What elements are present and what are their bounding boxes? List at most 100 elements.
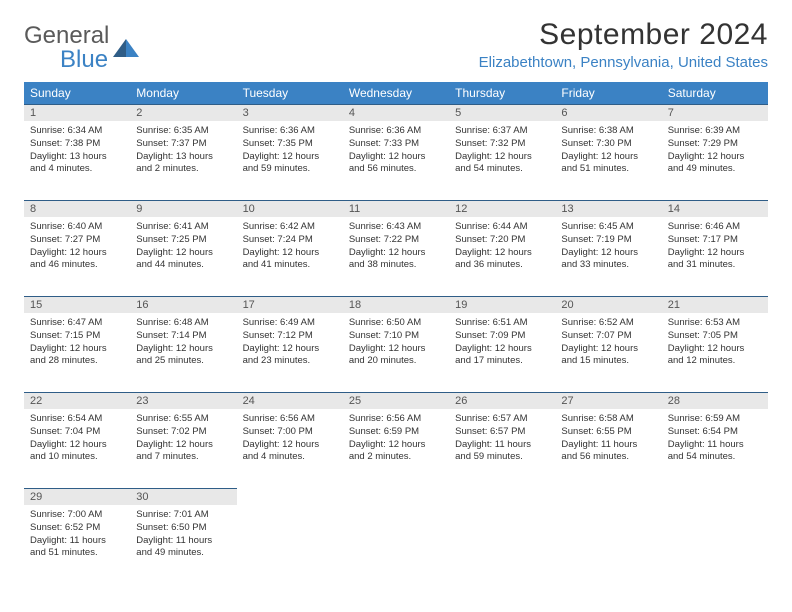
daylight-text: Daylight: 11 hours xyxy=(668,439,762,452)
month-title: September 2024 xyxy=(479,18,768,52)
sunset-text: Sunset: 7:22 PM xyxy=(349,234,443,247)
daylight-text: Daylight: 12 hours xyxy=(349,343,443,356)
daylight-text: Daylight: 12 hours xyxy=(243,343,337,356)
daylight-text: Daylight: 12 hours xyxy=(136,439,230,452)
daylight-text: and 44 minutes. xyxy=(136,259,230,272)
day-cell: Sunrise: 6:51 AMSunset: 7:09 PMDaylight:… xyxy=(449,314,555,392)
day-cell: Sunrise: 6:57 AMSunset: 6:57 PMDaylight:… xyxy=(449,410,555,488)
daylight-text: and 56 minutes. xyxy=(561,451,655,464)
sunset-text: Sunset: 7:07 PM xyxy=(561,330,655,343)
daylight-text: and 20 minutes. xyxy=(349,355,443,368)
sunset-text: Sunset: 6:59 PM xyxy=(349,426,443,439)
day-number: 21 xyxy=(662,297,768,313)
sunrise-text: Sunrise: 6:56 AM xyxy=(349,413,443,426)
daylight-text: Daylight: 11 hours xyxy=(136,535,230,548)
daylight-text: and 49 minutes. xyxy=(136,547,230,560)
daylight-text: and 15 minutes. xyxy=(561,355,655,368)
day-number: 11 xyxy=(343,201,449,217)
sunrise-text: Sunrise: 6:42 AM xyxy=(243,221,337,234)
sunrise-text: Sunrise: 6:55 AM xyxy=(136,413,230,426)
day-cell: Sunrise: 6:35 AMSunset: 7:37 PMDaylight:… xyxy=(130,122,236,200)
header: General Blue September 2024 Elizabethtow… xyxy=(24,18,768,72)
day-number: 22 xyxy=(24,393,130,409)
daylight-text: and 59 minutes. xyxy=(243,163,337,176)
day-number xyxy=(555,488,661,505)
day-number: 15 xyxy=(24,297,130,313)
day-number: 28 xyxy=(662,393,768,409)
day-number xyxy=(449,488,555,505)
day-cell: Sunrise: 6:47 AMSunset: 7:15 PMDaylight:… xyxy=(24,314,130,392)
day-number: 18 xyxy=(343,297,449,313)
daylight-text: and 4 minutes. xyxy=(243,451,337,464)
sunset-text: Sunset: 7:05 PM xyxy=(668,330,762,343)
location: Elizabethtown, Pennsylvania, United Stat… xyxy=(479,54,768,71)
day-cell: Sunrise: 6:34 AMSunset: 7:38 PMDaylight:… xyxy=(24,122,130,200)
day-cell xyxy=(237,506,343,584)
sunrise-text: Sunrise: 6:45 AM xyxy=(561,221,655,234)
daylight-text: Daylight: 12 hours xyxy=(668,247,762,260)
sunrise-text: Sunrise: 6:39 AM xyxy=(668,125,762,138)
sunrise-text: Sunrise: 6:35 AM xyxy=(136,125,230,138)
day-header: Monday xyxy=(130,82,236,104)
sunset-text: Sunset: 7:30 PM xyxy=(561,138,655,151)
day-number: 25 xyxy=(343,393,449,409)
logo: General Blue xyxy=(24,24,139,72)
daylight-text: and 49 minutes. xyxy=(668,163,762,176)
day-cell: Sunrise: 6:56 AMSunset: 7:00 PMDaylight:… xyxy=(237,410,343,488)
daylight-text: Daylight: 12 hours xyxy=(668,343,762,356)
day-number: 30 xyxy=(130,488,236,505)
day-number xyxy=(343,488,449,505)
sunset-text: Sunset: 6:55 PM xyxy=(561,426,655,439)
sunset-text: Sunset: 7:00 PM xyxy=(243,426,337,439)
daylight-text: and 17 minutes. xyxy=(455,355,549,368)
day-cell: Sunrise: 6:54 AMSunset: 7:04 PMDaylight:… xyxy=(24,410,130,488)
day-number: 16 xyxy=(130,297,236,313)
sunrise-text: Sunrise: 6:36 AM xyxy=(349,125,443,138)
daynum-row: 1234567 xyxy=(24,104,768,122)
day-header: Tuesday xyxy=(237,82,343,104)
day-cell: Sunrise: 6:53 AMSunset: 7:05 PMDaylight:… xyxy=(662,314,768,392)
sunset-text: Sunset: 7:17 PM xyxy=(668,234,762,247)
day-headers-row: SundayMondayTuesdayWednesdayThursdayFrid… xyxy=(24,82,768,104)
sunset-text: Sunset: 7:09 PM xyxy=(455,330,549,343)
day-number: 27 xyxy=(555,393,661,409)
daynum-row: 2930 xyxy=(24,488,768,506)
daylight-text: and 46 minutes. xyxy=(30,259,124,272)
day-cell xyxy=(343,506,449,584)
sunrise-text: Sunrise: 6:37 AM xyxy=(455,125,549,138)
sunrise-text: Sunrise: 6:56 AM xyxy=(243,413,337,426)
daylight-text: Daylight: 12 hours xyxy=(136,343,230,356)
daylight-text: and 33 minutes. xyxy=(561,259,655,272)
daylight-text: Daylight: 12 hours xyxy=(30,247,124,260)
daylight-text: and 2 minutes. xyxy=(136,163,230,176)
daylight-text: and 31 minutes. xyxy=(668,259,762,272)
week-row: Sunrise: 7:00 AMSunset: 6:52 PMDaylight:… xyxy=(24,506,768,584)
daylight-text: Daylight: 12 hours xyxy=(30,343,124,356)
day-number: 10 xyxy=(237,201,343,217)
daylight-text: Daylight: 12 hours xyxy=(561,247,655,260)
sunset-text: Sunset: 7:24 PM xyxy=(243,234,337,247)
sunset-text: Sunset: 7:38 PM xyxy=(30,138,124,151)
daylight-text: Daylight: 12 hours xyxy=(136,247,230,260)
daylight-text: Daylight: 13 hours xyxy=(30,151,124,164)
daylight-text: and 23 minutes. xyxy=(243,355,337,368)
day-cell xyxy=(449,506,555,584)
week-row: Sunrise: 6:54 AMSunset: 7:04 PMDaylight:… xyxy=(24,410,768,488)
daynum-row: 22232425262728 xyxy=(24,392,768,410)
daylight-text: and 12 minutes. xyxy=(668,355,762,368)
daylight-text: and 25 minutes. xyxy=(136,355,230,368)
day-header: Saturday xyxy=(662,82,768,104)
sunrise-text: Sunrise: 6:38 AM xyxy=(561,125,655,138)
day-cell: Sunrise: 6:52 AMSunset: 7:07 PMDaylight:… xyxy=(555,314,661,392)
sunrise-text: Sunrise: 6:43 AM xyxy=(349,221,443,234)
day-cell: Sunrise: 6:46 AMSunset: 7:17 PMDaylight:… xyxy=(662,218,768,296)
sunrise-text: Sunrise: 6:51 AM xyxy=(455,317,549,330)
daylight-text: and 59 minutes. xyxy=(455,451,549,464)
daylight-text: and 4 minutes. xyxy=(30,163,124,176)
daylight-text: Daylight: 11 hours xyxy=(455,439,549,452)
day-header: Friday xyxy=(555,82,661,104)
sunset-text: Sunset: 7:25 PM xyxy=(136,234,230,247)
sunrise-text: Sunrise: 6:44 AM xyxy=(455,221,549,234)
day-number: 3 xyxy=(237,105,343,121)
sunrise-text: Sunrise: 6:40 AM xyxy=(30,221,124,234)
